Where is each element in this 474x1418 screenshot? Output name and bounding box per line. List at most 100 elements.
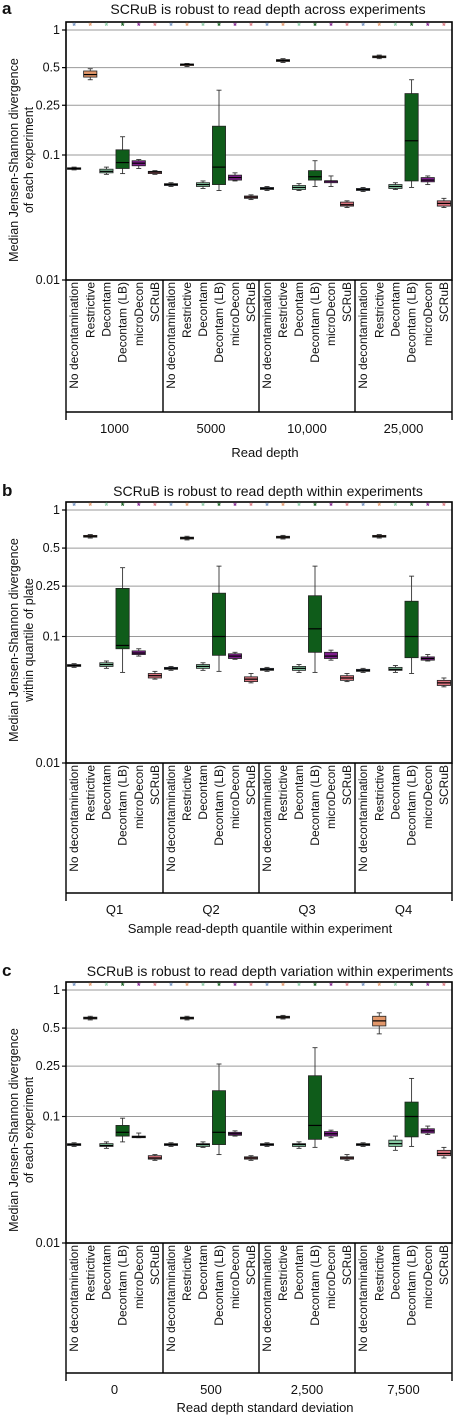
- method-label: SCRuB: [148, 1245, 162, 1285]
- method-label: No decontamination: [356, 1245, 370, 1352]
- significance-star: *: [169, 21, 173, 31]
- significance-star: *: [185, 21, 189, 31]
- significance-star: *: [169, 981, 173, 991]
- box-decontam-lb-: [404, 1101, 419, 1138]
- method-label: SCRuB: [437, 282, 451, 322]
- significance-star: *: [377, 21, 381, 31]
- significance-star: *: [88, 501, 92, 511]
- y-tick-label: 1: [53, 503, 60, 517]
- significance-star: *: [329, 981, 333, 991]
- significance-star: *: [265, 981, 269, 991]
- panel-b-plot: 0.01 0.1 0.25 0.5 1 Q1 * No decontamination * Res…: [36, 501, 453, 917]
- box-decontam-lb-: [212, 125, 226, 185]
- panel-a-ylabel-line2: of each experiment: [22, 106, 36, 213]
- significance-star: *: [169, 501, 173, 511]
- significance-star: *: [297, 501, 301, 511]
- method-label: microDecon: [324, 765, 338, 829]
- significance-star: *: [201, 501, 205, 511]
- method-label: Decontam (LB): [116, 765, 130, 846]
- box-decontam-lb-: [115, 588, 130, 650]
- panel-c-title: SCRuB is robust to read depth variation …: [87, 963, 454, 979]
- method-label: Restrictive: [276, 765, 290, 821]
- method-label: Restrictive: [372, 282, 386, 338]
- method-label: Decontam: [99, 1245, 113, 1300]
- panel-a-ylabel-line1: Median Jensen-Shannon divergence: [7, 58, 21, 262]
- significance-star: *: [105, 501, 109, 511]
- method-label: No decontamination: [356, 282, 370, 389]
- y-tick-label: 1: [53, 983, 60, 997]
- y-tick-label: 0.01: [36, 756, 60, 770]
- group-label: Q3: [298, 902, 315, 917]
- method-label: SCRuB: [148, 765, 162, 805]
- y-tick-label: 0.01: [36, 1236, 60, 1250]
- method-label: No decontamination: [67, 765, 81, 872]
- panel-letter-a: a: [2, 0, 12, 18]
- group-label: 500: [200, 1382, 222, 1397]
- group-label: 25,000: [384, 421, 424, 436]
- significance-star: *: [153, 981, 157, 991]
- significance-star: *: [233, 21, 237, 31]
- significance-star: *: [217, 981, 221, 991]
- significance-star: *: [442, 501, 446, 511]
- panel-letter-b: b: [2, 481, 12, 500]
- method-label: Decontam (LB): [308, 282, 322, 363]
- group-label: Q4: [395, 902, 412, 917]
- panel-c-xlabel: Read depth standard deviation: [176, 1400, 353, 1415]
- significance-star: *: [233, 501, 237, 511]
- significance-star: *: [137, 981, 141, 991]
- method-label: Decontam (LB): [405, 765, 419, 846]
- method-label: Decontam (LB): [405, 282, 419, 363]
- method-label: No decontamination: [260, 765, 274, 872]
- significance-star: *: [297, 981, 301, 991]
- panel-c-plot: 0.01 0.1 0.25 0.5 1 0 * No decontamination * Rest…: [36, 981, 453, 1397]
- box-decontam-lb-: [212, 592, 226, 656]
- method-label: No decontamination: [164, 282, 178, 389]
- significance-star: *: [217, 21, 221, 31]
- y-tick-label: 0.25: [36, 98, 60, 112]
- panel-b: b SCRuB is robust to read depth within e…: [2, 481, 423, 936]
- box-decontam-lb-: [404, 600, 419, 659]
- method-label: No decontamination: [67, 1245, 81, 1352]
- group-label: 7,500: [387, 1382, 420, 1397]
- significance-star: *: [377, 501, 381, 511]
- method-label: Decontam: [292, 282, 306, 337]
- group-label: 1000: [100, 421, 129, 436]
- method-label: microDecon: [324, 1245, 338, 1309]
- method-label: Decontam: [388, 282, 402, 337]
- method-label: microDecon: [421, 282, 435, 346]
- significance-star: *: [137, 21, 141, 31]
- method-label: Restrictive: [180, 765, 194, 821]
- method-label: SCRuB: [148, 282, 162, 322]
- method-label: No decontamination: [164, 1245, 178, 1352]
- y-tick-label: 0.1: [43, 1110, 60, 1124]
- significance-star: *: [426, 501, 430, 511]
- box-decontam-lb-: [308, 595, 322, 653]
- significance-star: *: [249, 981, 253, 991]
- significance-star: *: [394, 21, 398, 31]
- method-label: Restrictive: [372, 1245, 386, 1301]
- significance-star: *: [394, 981, 398, 991]
- method-label: Decontam (LB): [212, 765, 226, 846]
- significance-star: *: [72, 21, 76, 31]
- significance-star: *: [281, 501, 285, 511]
- panel-b-xlabel: Sample read-depth quantile within experi…: [128, 921, 393, 936]
- method-label: SCRuB: [244, 765, 258, 805]
- significance-star: *: [88, 21, 92, 31]
- significance-star: *: [121, 21, 125, 31]
- method-label: microDecon: [228, 282, 242, 346]
- y-tick-label: 0.1: [43, 630, 60, 644]
- panel-c-ylabel-line1: Median Jensen-Shannon divergence: [7, 1028, 21, 1232]
- significance-star: *: [426, 21, 430, 31]
- significance-star: *: [345, 21, 349, 31]
- significance-star: *: [201, 21, 205, 31]
- significance-star: *: [153, 501, 157, 511]
- method-label: Restrictive: [83, 1245, 97, 1301]
- chart-marks: 0.01 0.1 0.25 0.5 1 1000 * No decontamination * R…: [36, 21, 453, 1397]
- method-label: microDecon: [421, 1245, 435, 1309]
- group-label: 2,500: [291, 1382, 324, 1397]
- method-label: microDecon: [324, 282, 338, 346]
- significance-star: *: [442, 981, 446, 991]
- method-label: Restrictive: [372, 765, 386, 821]
- significance-star: *: [361, 21, 365, 31]
